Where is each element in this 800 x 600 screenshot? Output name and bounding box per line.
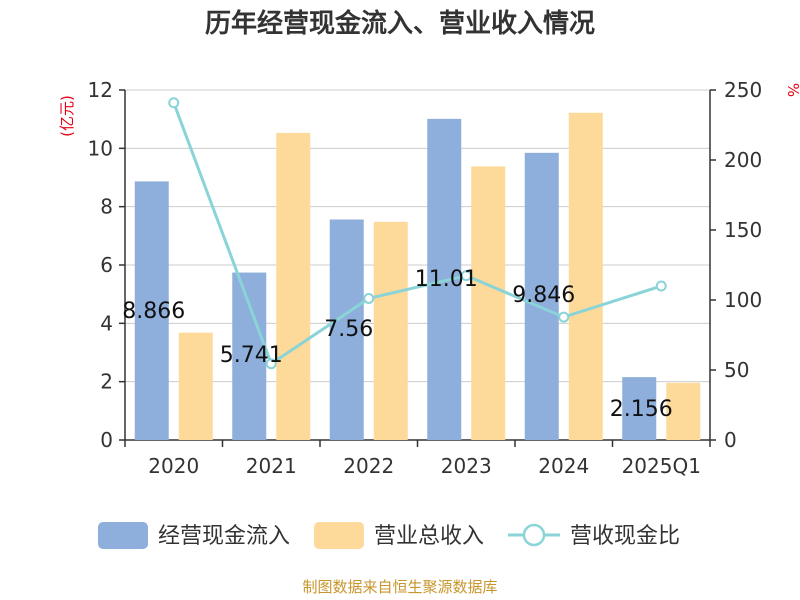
bar-营业总收入-2022 [373, 221, 408, 440]
legend: 经营现金流入 营业总收入 营收现金比 [98, 522, 680, 549]
bar-经营现金流入-2024 [524, 152, 559, 440]
legend-swatch-营业总收入 [314, 522, 364, 549]
bar-营业总收入-2024 [568, 112, 603, 440]
chart-title: 历年经营现金流入、营业收入情况 [205, 8, 595, 39]
x-axis-tick-label: 2022 [343, 454, 394, 478]
ratio-line [168, 97, 667, 370]
bars [134, 112, 701, 441]
gridlines [125, 89, 710, 383]
right-axis-tick-label: 100 [724, 288, 762, 312]
bar-经营现金流入-2025Q1 [622, 377, 657, 440]
ratio-point-2023 [460, 270, 472, 282]
data-labels: 8.866 5.741 7.56 11.01 9.846 2.156 [122, 267, 672, 422]
ratio-line-path [172, 102, 662, 367]
left-axis-tick-label: 12 [88, 78, 113, 102]
right-axis-tick-label: 0 [724, 428, 737, 452]
x-axis-tick-label: 2023 [441, 454, 492, 478]
ratio-point-2024 [558, 311, 570, 323]
legend-label-营业总收入: 营业总收入 [374, 524, 484, 549]
x-axis-tick-label: 2024 [538, 454, 589, 478]
left-axis-unit: (亿元) [58, 95, 76, 137]
legend-label-经营现金流入: 经营现金流入 [158, 524, 290, 549]
ratio-point-2022 [363, 292, 375, 304]
x-axis-tick-label: 2021 [246, 454, 297, 478]
right-axis-tick-label: 150 [724, 218, 762, 242]
data-label-2024: 9.846 [512, 283, 575, 308]
data-label-2021: 5.741 [220, 343, 283, 368]
legend-swatch-marker [522, 523, 546, 547]
data-label-2025Q1: 2.156 [610, 397, 673, 422]
data-label-2023: 11.01 [415, 267, 478, 292]
bar-营业总收入-2025Q1 [666, 382, 701, 440]
ratio-point-2020 [168, 97, 180, 109]
source-note: 制图数据来自恒生聚源数据库 [302, 578, 497, 596]
axes: 0 2 4 6 8 10 12 0 50 100 150 200 250 2020 2021 2022 2023… [88, 78, 763, 478]
bar-营业总收入-2021 [276, 132, 311, 440]
left-axis-tick-label: 6 [100, 253, 113, 277]
bar-经营现金流入-2021 [232, 272, 267, 440]
right-axis-tick-label: 250 [724, 78, 762, 102]
ratio-point-2025Q1 [655, 280, 667, 292]
bar-营业总收入-2020 [178, 332, 213, 440]
x-axis-tick-label: 2020 [148, 454, 199, 478]
legend-swatch-经营现金流入 [98, 522, 148, 549]
ratio-point-2021 [265, 358, 277, 370]
x-axis-tick-label: 2025Q1 [622, 454, 701, 478]
data-label-2020: 8.866 [122, 299, 185, 324]
bar-经营现金流入-2022 [329, 219, 364, 440]
legend-label-营收现金比: 营收现金比 [570, 524, 680, 549]
right-axis-tick-label: 50 [724, 358, 749, 382]
left-axis-tick-label: 8 [100, 195, 113, 219]
data-label-2022: 7.56 [324, 317, 373, 342]
left-axis-tick-label: 0 [100, 428, 113, 452]
bar-经营现金流入-2020 [134, 181, 169, 441]
left-axis-tick-label: 2 [100, 370, 113, 394]
right-axis-tick-label: 200 [724, 148, 762, 172]
left-axis-tick-label: 4 [100, 311, 113, 335]
bar-营业总收入-2023 [471, 166, 506, 440]
left-axis-tick-label: 10 [88, 136, 113, 160]
right-axis-unit: % [784, 83, 800, 97]
